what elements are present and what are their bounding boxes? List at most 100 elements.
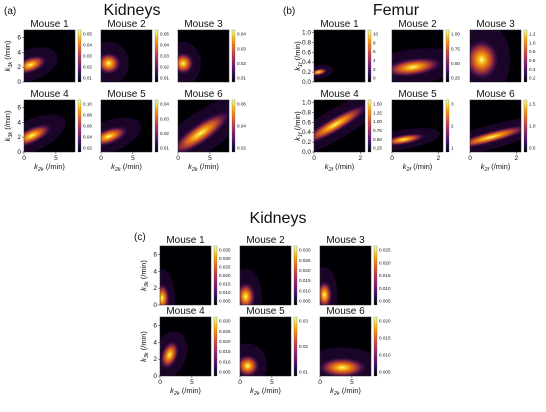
subplot-title: Mouse 6 — [476, 89, 515, 100]
subplot-title: Mouse 3 — [184, 19, 223, 30]
y-tick-label: 4 — [153, 268, 157, 275]
colorbar — [445, 29, 450, 83]
colorbar-tick: 0.01 — [160, 146, 169, 151]
colorbar-tick: 0.010 — [379, 286, 391, 291]
y-axis-label: k3k (/min) — [3, 40, 14, 71]
colorbar-tick: 0.03 — [299, 319, 308, 324]
x-tick-label: 0 — [312, 155, 316, 162]
y-tick-label: 0.6 — [302, 119, 311, 126]
colorbar — [523, 29, 528, 83]
colorbar-tick: 3 — [451, 102, 454, 107]
colorbar-tick: 0.01 — [83, 76, 92, 81]
plot-frame — [159, 245, 212, 306]
panel-c-title: Kidneys — [250, 210, 307, 227]
colorbar-tick: 10 — [373, 32, 379, 37]
colorbar-tick: 0.75 — [373, 128, 382, 133]
subplot-title: Mouse 1 — [166, 235, 205, 246]
colorbar — [213, 245, 218, 306]
colorbar-tick: 0.005 — [219, 370, 231, 375]
colorbar-tick: 0.04 — [160, 43, 169, 48]
colorbar-tick: 1.00 — [451, 32, 460, 37]
colorbar-tick: 2 — [451, 124, 454, 129]
colorbar-tick: 0.010 — [219, 359, 231, 364]
colorbar — [154, 29, 159, 83]
colorbar-tick: 0.25 — [373, 146, 382, 151]
colorbar-tick: 0.01 — [299, 370, 308, 375]
colorbar-tick: 0.005 — [379, 370, 391, 375]
colorbar — [523, 99, 528, 153]
x-axis-label: k2f (/min) — [481, 162, 511, 173]
colorbar-tick: 0.50 — [373, 137, 382, 142]
colorbar-tick: 1.5 — [529, 102, 536, 107]
y-axis-label: k1f (/min) — [293, 111, 304, 141]
colorbar — [213, 316, 218, 377]
heat-peak — [470, 38, 500, 81]
colorbar-tick: 0.030 — [219, 319, 231, 324]
x-tick-label: 0 — [238, 379, 242, 386]
colorbar-tick: 0.06 — [83, 124, 92, 129]
x-tick-label: 2 — [437, 155, 441, 162]
subplot-title: Mouse 2 — [107, 19, 146, 30]
svg-text:k3k (/min): k3k (/min) — [3, 40, 14, 71]
y-tick-label: 6 — [17, 34, 21, 41]
heat-peak — [392, 133, 427, 147]
y-axis-label: k3k (/min) — [139, 260, 150, 291]
colorbar-tick: 0 — [373, 76, 376, 81]
colorbar — [77, 99, 82, 153]
subplot-c-3: Mouse 3 0.025 0.020 0.015 0.010 0.005 — [319, 235, 391, 306]
colorbar-tick: 6 — [373, 49, 376, 54]
colorbar — [293, 316, 298, 377]
colorbar-tick: 0.4 — [529, 67, 536, 72]
y-tick-label: 1.0 — [302, 99, 311, 106]
x-axis-label: k2f (/min) — [403, 162, 433, 173]
x-tick-label: 5 — [270, 379, 274, 386]
plot-frame — [319, 245, 372, 306]
y-tick-label: 0 — [17, 149, 21, 156]
x-tick-label: 5 — [350, 379, 354, 386]
y-tick-label: 0.6 — [302, 49, 311, 56]
colorbar-tick: 0.03 — [160, 54, 169, 59]
y-tick-label: 4 — [17, 119, 21, 126]
subplot-title: Mouse 5 — [398, 89, 437, 100]
colorbar-tick: 0.030 — [219, 256, 231, 261]
panel-a-label: (a) — [4, 6, 16, 17]
colorbar-tick: 0.5 — [529, 146, 536, 151]
subplot-b-6: Mouse 6 1.5 1.0 0.5 0 2 k2f (/min) — [468, 89, 536, 173]
svg-text:k1f (/min): k1f (/min) — [293, 41, 304, 71]
colorbar — [231, 29, 236, 83]
x-tick-label: 2 — [359, 155, 363, 162]
colorbar — [293, 245, 298, 306]
y-tick-label: 0 — [153, 302, 157, 309]
y-tick-label: 0.2 — [302, 139, 311, 146]
heat-peak — [178, 109, 229, 152]
x-axis-label: k2k (/min) — [330, 386, 361, 397]
x-tick-label: 0 — [158, 379, 162, 386]
x-axis-label: k2k (/min) — [34, 162, 65, 173]
subplot-title: Mouse 6 — [326, 306, 365, 317]
colorbar-tick: 0.020 — [219, 339, 231, 344]
colorbar-tick: 0.8 — [529, 49, 536, 54]
colorbar-tick: 0.02 — [299, 344, 308, 349]
colorbar-tick: 0.05 — [83, 32, 92, 37]
colorbar-tick: 0.01 — [160, 76, 169, 81]
heat-peak — [240, 281, 256, 305]
heat-peak — [160, 282, 171, 305]
subplot-b-4: Mouse 41.501.251.000.750.500.250.00.20.4… — [293, 89, 382, 173]
colorbar-tick: 0.025 — [379, 248, 391, 253]
subplot-b-2: Mouse 2 1.00 0.75 0.50 0.25 — [391, 19, 460, 83]
colorbar-tick: 0.020 — [299, 268, 311, 273]
y-tick-label: 2 — [153, 356, 157, 363]
y-tick-label: 0.0 — [302, 79, 311, 86]
colorbar-tick: 0.02 — [160, 131, 169, 136]
colorbar-tick: 0.010 — [299, 288, 311, 293]
colorbar-tick: 0.05 — [160, 32, 169, 37]
y-tick-label: 0 — [153, 373, 157, 380]
y-tick-label: 0.4 — [302, 59, 311, 66]
colorbar-tick: 0.04 — [160, 102, 169, 107]
colorbar — [231, 99, 236, 153]
colorbar-tick: 0.02 — [83, 65, 92, 70]
x-tick-label: 5 — [131, 155, 135, 162]
subplot-title: Mouse 4 — [166, 306, 205, 317]
